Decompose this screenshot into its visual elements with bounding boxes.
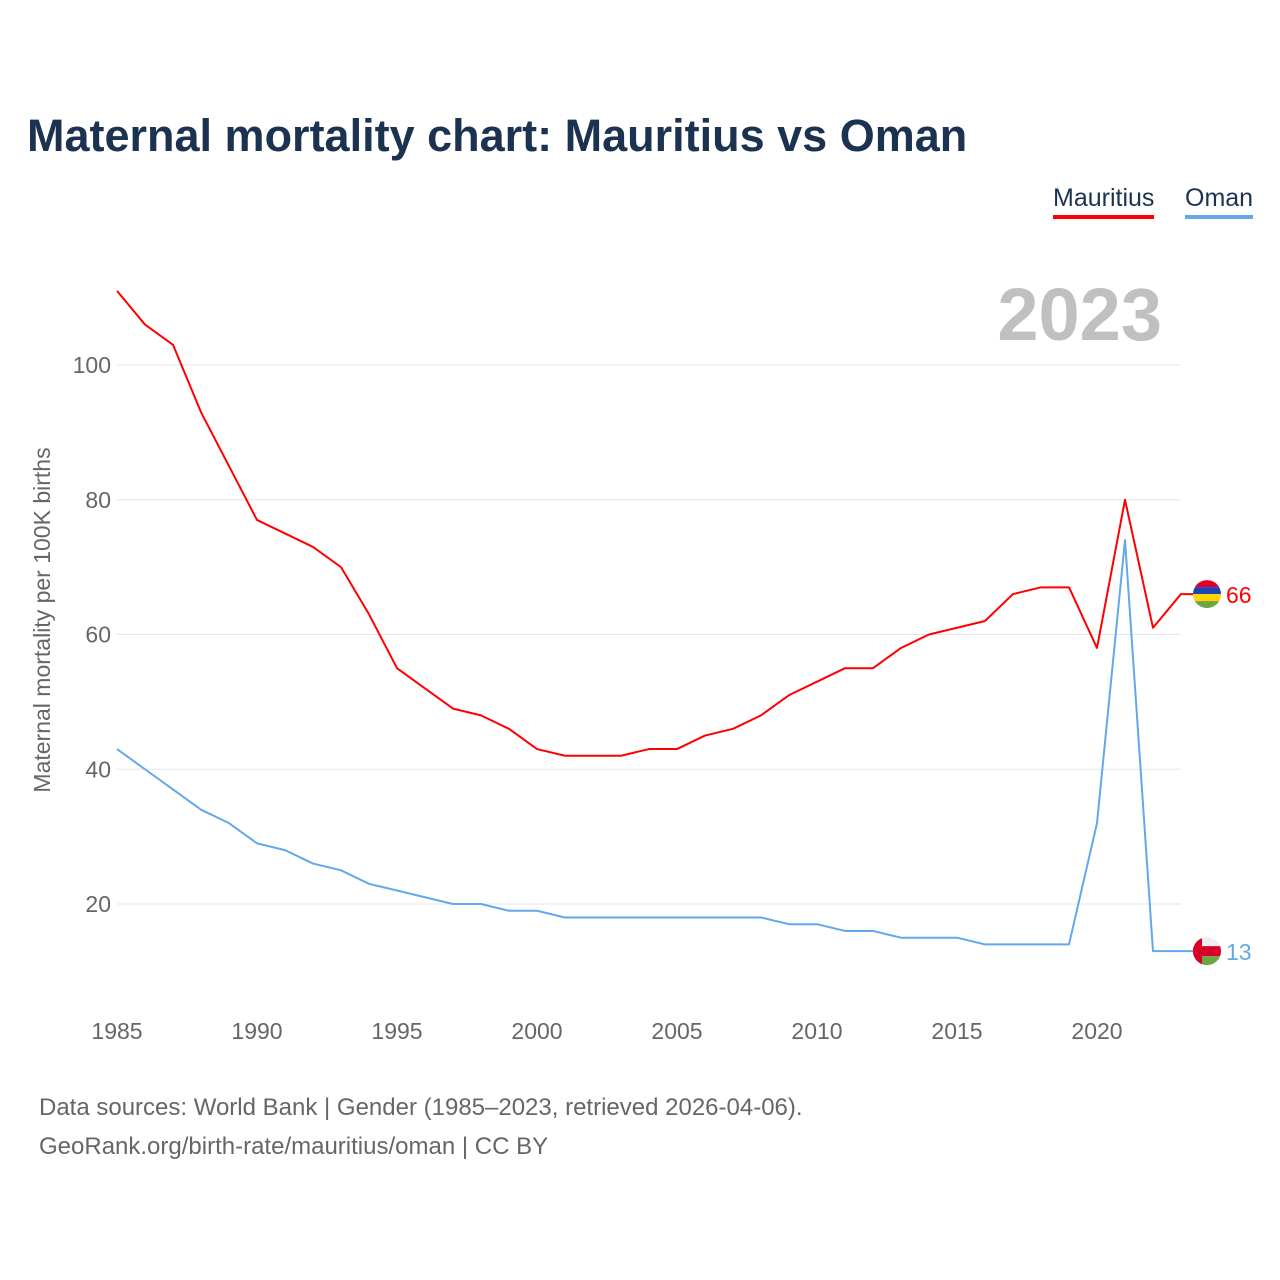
source-line-1: Data sources: World Bank | Gender (1985–… <box>39 1094 803 1121</box>
y-tick-label: 20 <box>85 891 111 917</box>
mauritius-flag-icon <box>1193 580 1221 609</box>
x-tick-label: 2015 <box>931 1018 982 1044</box>
year-label: 2023 <box>997 273 1162 356</box>
source-note: Data sources: World Bank | Gender (1985–… <box>39 1088 803 1166</box>
x-tick-label: 2020 <box>1071 1018 1122 1044</box>
x-tick-label: 2000 <box>511 1018 562 1044</box>
x-tick-label: 1995 <box>371 1018 422 1044</box>
x-tick-label: 1985 <box>91 1018 142 1044</box>
legend-oman[interactable]: Oman <box>1185 184 1254 219</box>
end-value-label: 66 <box>1226 582 1252 608</box>
y-axis-label: Maternal mortality per 100K births <box>29 447 55 792</box>
y-tick-label: 100 <box>73 352 111 378</box>
legend-mauritius[interactable]: Mauritius <box>1053 184 1155 219</box>
series-line-mauritius <box>116 290 1193 757</box>
y-tick-label: 40 <box>85 756 111 782</box>
y-tick-label: 60 <box>85 622 111 648</box>
x-tick-label: 1990 <box>231 1018 282 1044</box>
y-tick-label: 80 <box>85 487 111 513</box>
source-line-2[interactable]: GeoRank.org/birth-rate/mauritius/oman | … <box>39 1133 549 1160</box>
x-tick-label: 2005 <box>651 1018 702 1044</box>
end-value-label: 13 <box>1226 939 1252 965</box>
chart-title: Maternal mortality chart: Mauritius vs O… <box>27 110 968 161</box>
series-line-oman <box>116 539 1193 953</box>
x-tick-label: 2010 <box>791 1018 842 1044</box>
oman-flag-icon <box>1193 937 1221 966</box>
